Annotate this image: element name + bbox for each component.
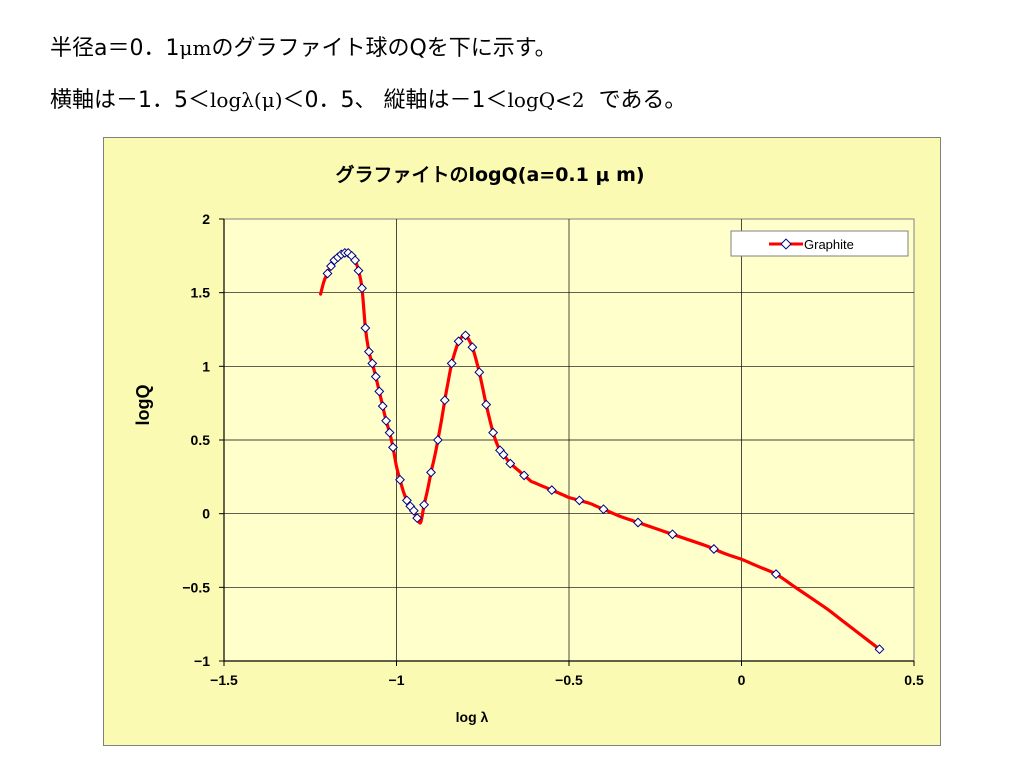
chart-svg: −1.5 −1 −0.5 0 0.521.510.50−0.5−1 グラファイトのlog… xyxy=(103,137,941,746)
series-graphite xyxy=(319,251,882,651)
line1-unit: μm xyxy=(179,36,212,60)
data-point-marker xyxy=(453,336,464,347)
y-tick-label: 1.5 xyxy=(191,285,211,301)
y-tick-label: −0.5 xyxy=(182,579,210,595)
data-point-marker xyxy=(381,415,392,426)
data-point-marker xyxy=(498,449,509,460)
data-point-marker xyxy=(505,458,516,469)
legend: Graphite xyxy=(730,230,909,257)
y-tick-label: 0.5 xyxy=(191,432,211,448)
legend-box xyxy=(730,230,909,257)
grid-lines xyxy=(219,218,915,666)
line2-part-a: 横軸は－1．5＜ xyxy=(50,88,210,113)
data-point-marker xyxy=(519,470,530,481)
data-point-marker xyxy=(488,427,499,438)
line2-part-e: である。 xyxy=(598,88,687,113)
slide-line-2: 横軸は－1．5＜logλ(μ)＜0．5、 縦軸は－1＜logQ<2 である。 xyxy=(50,82,686,114)
chart-title: グラファイトのlogQ(a=0.1 μ m) xyxy=(335,163,644,186)
x-tick-label: −0.5 xyxy=(555,672,583,688)
line1-suffix: のグラファイト球のQを下に示す。 xyxy=(211,36,557,61)
chart-container: −1.5 −1 −0.5 0 0.5 2 1.5 1 0.5 0 −0.5 −1 グラファイトのlog… xyxy=(103,137,941,746)
data-point-marker xyxy=(350,255,361,266)
data-point-marker xyxy=(353,265,364,276)
y-axis-label: logQ xyxy=(133,385,153,426)
data-point-marker xyxy=(432,435,443,445)
legend-marker-swatch xyxy=(780,238,792,250)
data-point-marker xyxy=(357,283,367,294)
legend-label-graphite: Graphite xyxy=(804,237,854,252)
data-point-marker xyxy=(360,323,371,333)
data-point-marker xyxy=(667,529,678,540)
x-tick-label: 0.5 xyxy=(904,672,924,688)
x-tick-label: 0 xyxy=(738,672,746,688)
y-tick-label: 2 xyxy=(202,211,210,227)
data-point-marker xyxy=(401,495,412,506)
line2-part-d: logQ<2 xyxy=(507,88,585,112)
data-point-marker xyxy=(467,342,478,353)
x-tick-label: −1.5 xyxy=(210,672,238,688)
slide-line-1: 半径a＝0．1μmのグラファイト球のQを下に示す。 xyxy=(50,30,557,62)
data-point-marker xyxy=(633,517,643,528)
data-point-marker xyxy=(326,261,336,272)
data-point-marker xyxy=(546,485,557,496)
data-point-marker xyxy=(574,495,585,506)
data-point-marker xyxy=(708,544,719,554)
x-axis-label: log λ xyxy=(456,709,489,725)
data-point-marker xyxy=(388,442,398,453)
series-line-graphite xyxy=(319,251,882,651)
data-point-marker xyxy=(367,358,378,369)
line2-part-b: logλ(μ) xyxy=(210,88,283,112)
data-point-marker xyxy=(395,474,405,485)
data-point-marker xyxy=(412,513,423,524)
data-point-marker xyxy=(874,644,885,655)
data-point-marker xyxy=(419,499,430,510)
tick-labels: −1.5 −1 −0.5 0 0.521.510.50−0.5−1 xyxy=(182,211,924,688)
data-point-marker xyxy=(460,330,471,341)
data-point-marker xyxy=(474,367,485,378)
data-point-marker xyxy=(322,268,333,279)
y-tick-label: 0 xyxy=(202,506,210,522)
y-tick-label: 1 xyxy=(202,358,210,374)
line1-prefix: 半径a＝0．1 xyxy=(50,36,180,61)
data-point-marker xyxy=(771,569,781,580)
data-point-marker xyxy=(481,399,492,410)
data-point-marker xyxy=(446,358,457,369)
data-point-marker xyxy=(377,401,388,412)
x-tick-label: −1 xyxy=(389,672,405,688)
series-markers xyxy=(322,247,885,655)
data-point-marker xyxy=(408,505,419,516)
y-tick-label: −1 xyxy=(194,653,210,669)
data-point-marker xyxy=(370,371,381,382)
data-point-marker xyxy=(426,467,436,478)
data-point-marker xyxy=(374,386,385,397)
data-point-marker xyxy=(384,427,395,438)
line2-part-c: ＜0．5、 縦軸は－1＜ xyxy=(282,88,508,113)
data-point-marker xyxy=(363,346,374,357)
data-point-marker xyxy=(439,395,450,406)
data-point-marker xyxy=(598,504,609,515)
